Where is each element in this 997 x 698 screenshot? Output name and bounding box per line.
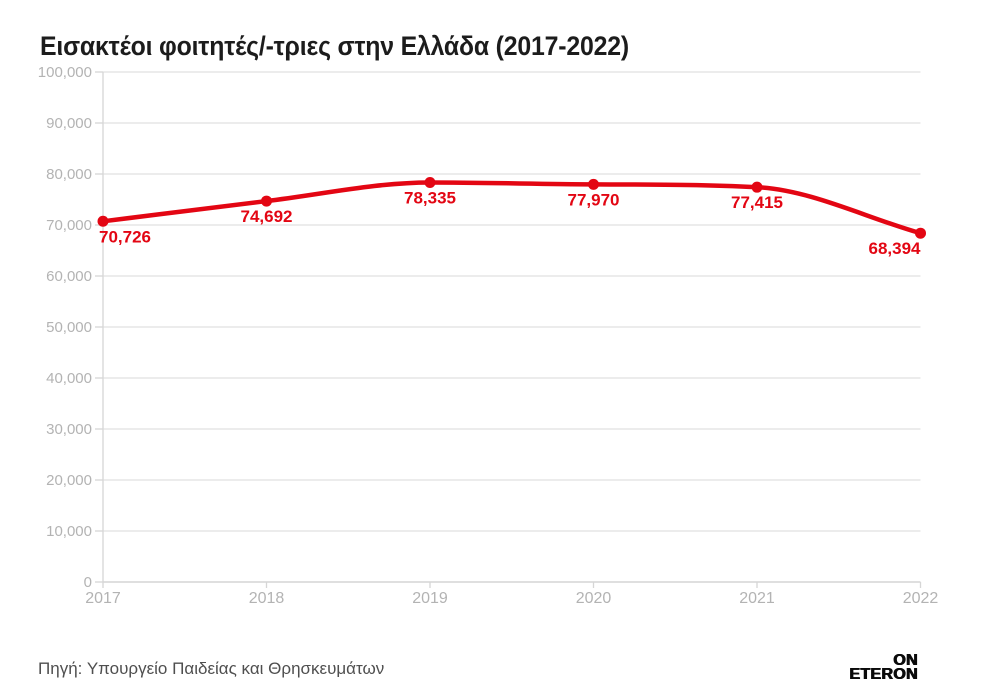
x-tick-label: 2020 <box>576 590 612 607</box>
data-point[interactable] <box>424 176 436 188</box>
y-tick-label: 30,000 <box>46 421 92 438</box>
value-label: 68,394 <box>869 239 922 258</box>
value-label: 77,970 <box>568 190 620 209</box>
eteron-logo[interactable]: ON ETERON <box>849 652 918 683</box>
data-line <box>100 180 923 236</box>
y-tick-label: 50,000 <box>46 319 92 336</box>
x-tick-label: 2018 <box>249 590 285 607</box>
y-tick-label: 80,000 <box>46 166 92 183</box>
eteron-logo-bottom-line: ETERON <box>849 665 918 683</box>
x-tick-label: 2017 <box>85 590 121 607</box>
data-point[interactable] <box>588 178 599 190</box>
y-tick-label: 10,000 <box>46 523 92 540</box>
y-tick-label: 90,000 <box>46 115 92 132</box>
chart-title: Εισακτέοι φοιτητές/-τριες στην Ελλάδα (2… <box>40 31 630 62</box>
value-label: 78,335 <box>404 188 456 207</box>
value-label: 70,726 <box>99 227 151 246</box>
y-tick-label: 70,000 <box>46 217 92 234</box>
x-tick-label: 2019 <box>412 590 448 607</box>
data-point[interactable] <box>915 227 926 239</box>
eteron-logo-top-line: ON <box>893 652 918 669</box>
y-tick-label: 40,000 <box>46 370 92 387</box>
y-tick-label: 0 <box>84 574 92 591</box>
y-tick-label: 20,000 <box>46 472 92 489</box>
value-label: 77,415 <box>731 193 783 212</box>
data-point[interactable] <box>261 195 272 207</box>
x-tick-label: 2022 <box>903 590 939 607</box>
source-note: Πηγή: Υπουργείο Παιδείας και Θρησκευμάτω… <box>38 659 385 678</box>
y-tick-label: 100,000 <box>38 64 92 81</box>
data-point[interactable] <box>97 215 109 227</box>
y-tick-label: 60,000 <box>46 268 92 285</box>
data-point[interactable] <box>751 181 763 193</box>
x-tick-label: 2021 <box>739 590 775 607</box>
value-label: 74,692 <box>241 207 293 226</box>
